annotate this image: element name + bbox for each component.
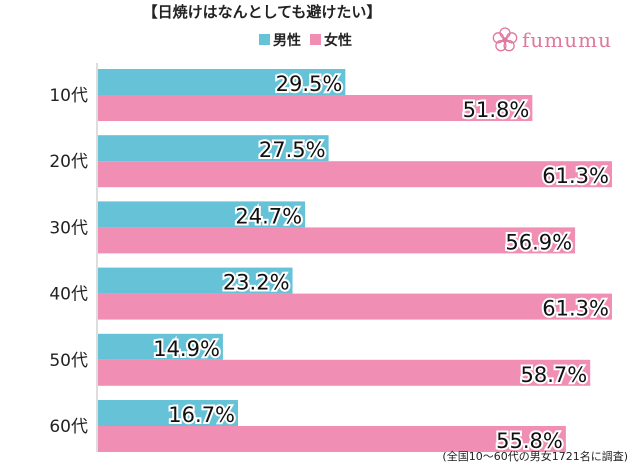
- bar-female: [98, 426, 566, 452]
- chart-title: 【日焼けはなんとしても避けたい】: [143, 3, 382, 21]
- bar-female: [98, 359, 591, 386]
- footnote: (全国10〜60代の男女1721名に調査): [442, 449, 628, 463]
- category-label: 10代: [49, 86, 88, 106]
- bar-male: [98, 267, 293, 294]
- category-label: 20代: [49, 152, 88, 172]
- legend-swatch-male: [259, 34, 270, 45]
- bar-female: [98, 227, 576, 254]
- category-label: 30代: [49, 218, 88, 238]
- bar-male: [98, 333, 223, 360]
- value-label-male: 23.2%: [223, 271, 290, 295]
- value-label-female: 61.3%: [542, 297, 609, 321]
- flower-icon: [492, 27, 518, 52]
- value-label-male: 14.9%: [153, 337, 220, 361]
- brand-name: fumumu: [522, 28, 612, 52]
- category-label: 60代: [49, 417, 88, 437]
- bar-female: [98, 95, 533, 121]
- value-label-male: 27.5%: [259, 138, 326, 162]
- fumumu-logo: fumumu: [492, 27, 612, 52]
- bar-female: [98, 293, 612, 320]
- legend-swatch-female: [310, 34, 321, 45]
- legend: 男性 女性: [259, 32, 352, 49]
- value-label-female: 61.3%: [542, 164, 609, 188]
- bar-male: [98, 69, 346, 95]
- value-label-female: 58.7%: [520, 363, 587, 387]
- bar-male: [98, 201, 306, 228]
- value-label-male: 24.7%: [235, 204, 302, 228]
- bars-group: 10代 29.5% 51.8% 20代 27.5% 61.3% 30代 24.7% 56.9% 4…: [49, 69, 612, 455]
- value-label-female: 56.9%: [505, 230, 572, 254]
- legend-label-female: 女性: [324, 32, 352, 49]
- legend-label-male: 男性: [273, 32, 301, 49]
- value-label-male: 16.7%: [168, 403, 235, 427]
- bar-male: [98, 400, 239, 426]
- category-label: 50代: [49, 351, 88, 371]
- value-label-female: 51.8%: [463, 98, 530, 122]
- category-label: 40代: [49, 285, 88, 305]
- value-label-male: 29.5%: [276, 72, 343, 96]
- bar-male: [98, 135, 329, 162]
- value-label-female: 55.8%: [496, 429, 563, 453]
- bar-female: [98, 161, 612, 188]
